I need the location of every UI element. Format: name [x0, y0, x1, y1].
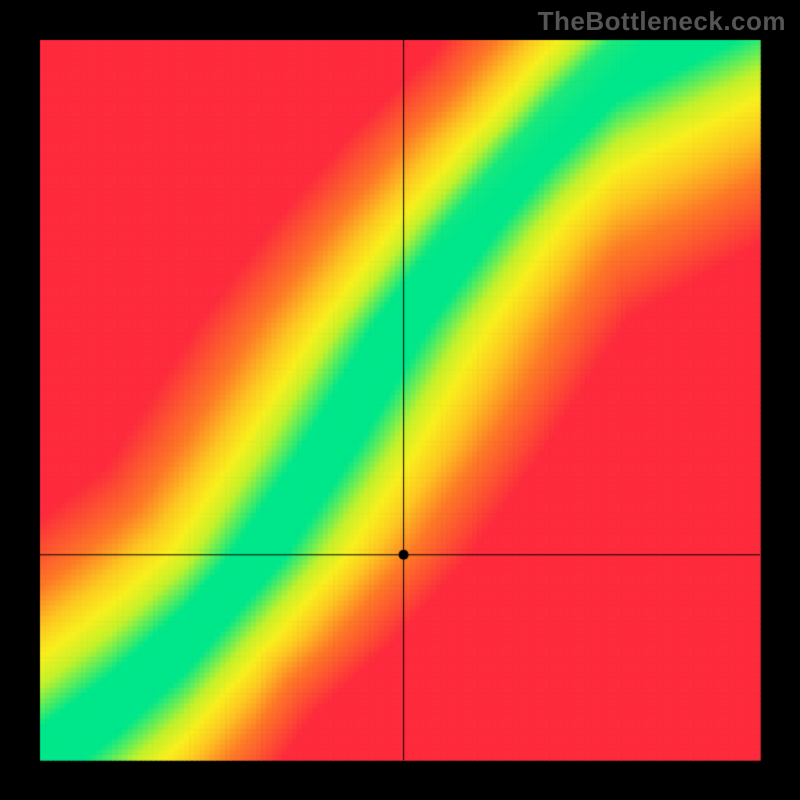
bottleneck-heatmap — [0, 0, 800, 800]
chart-container: TheBottleneck.com — [0, 0, 800, 800]
watermark-text: TheBottleneck.com — [538, 6, 786, 37]
